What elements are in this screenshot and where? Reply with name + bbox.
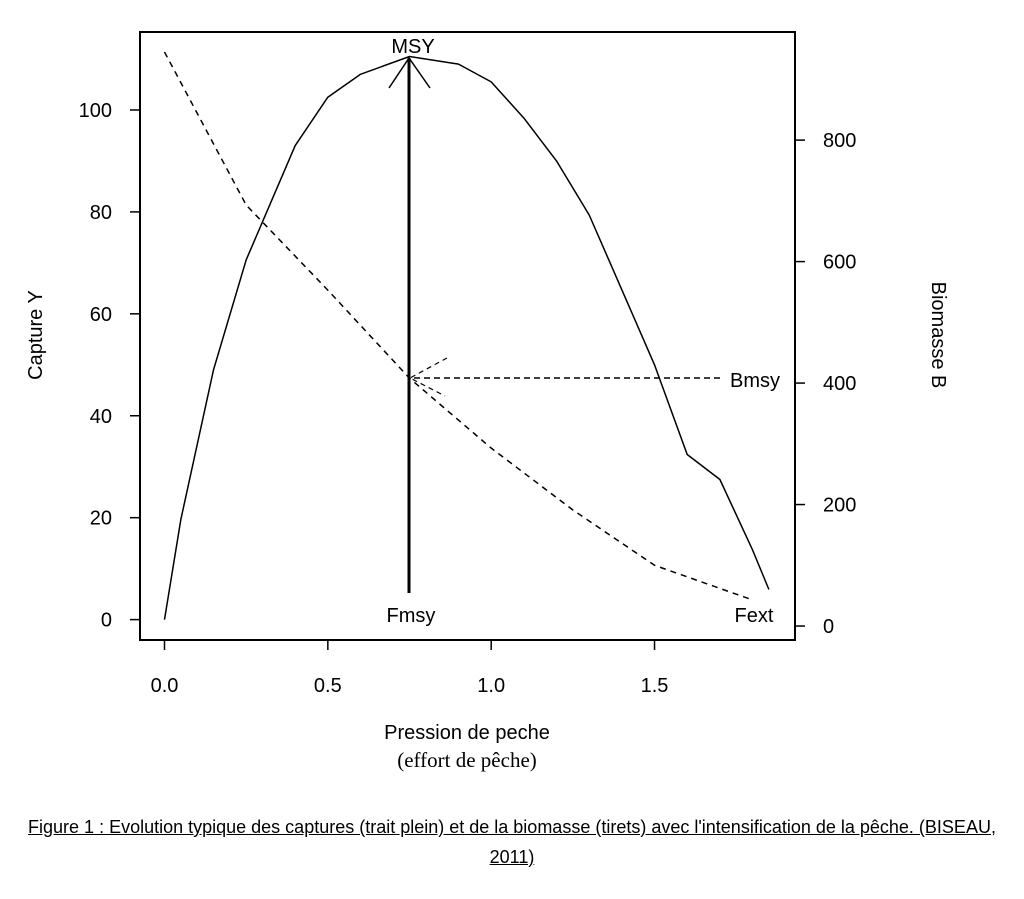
y-tick-label: 0 bbox=[101, 610, 112, 632]
y-tick-label: 60 bbox=[90, 304, 112, 326]
x-tick-label: 1.5 bbox=[641, 675, 669, 697]
x-axis-label: Pression de peche bbox=[384, 722, 550, 744]
y2-tick-label: 600 bbox=[823, 252, 856, 274]
bmsy-arrowhead bbox=[408, 357, 448, 397]
series-line bbox=[163, 55, 770, 620]
caption: Figure 1 : Evolution typique des capture… bbox=[28, 817, 996, 867]
series-line bbox=[163, 51, 753, 601]
y2-tick-label: 400 bbox=[823, 373, 856, 395]
y-axis-label: Capture Y bbox=[25, 290, 47, 380]
x-tick-label: 0.5 bbox=[314, 675, 342, 697]
y-tick-label: 100 bbox=[79, 100, 112, 122]
y-tick-label: 20 bbox=[90, 508, 112, 530]
y-tick-label: 40 bbox=[90, 406, 112, 428]
msy-arrowhead bbox=[388, 56, 431, 89]
y2-axis-label: Biomasse B bbox=[927, 282, 949, 389]
y-tick-label: 80 bbox=[90, 202, 112, 224]
annotation: MSY bbox=[391, 36, 434, 58]
x-tick-label: 1.0 bbox=[477, 675, 505, 697]
plot-frame bbox=[139, 31, 796, 641]
chart: Capture Y Biomasse B Pression de peche (… bbox=[25, 31, 949, 772]
y2-tick-label: 200 bbox=[823, 495, 856, 517]
annotation: Fmsy bbox=[387, 605, 436, 627]
x-axis-sublabel: (effort de pêche) bbox=[397, 748, 537, 772]
annotation: Fext bbox=[735, 605, 774, 627]
annotation: Bmsy bbox=[730, 370, 780, 392]
y2-tick-label: 0 bbox=[823, 616, 834, 638]
x-tick-label: 0.0 bbox=[151, 675, 179, 697]
y2-tick-label: 800 bbox=[823, 130, 856, 152]
